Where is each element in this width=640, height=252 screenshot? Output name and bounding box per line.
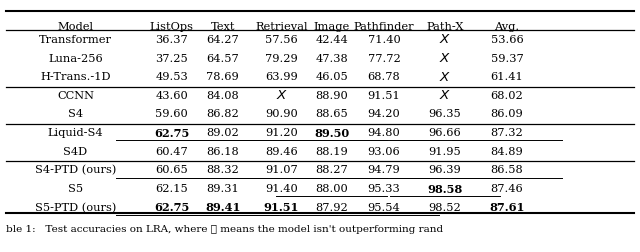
Text: 61.41: 61.41 — [490, 72, 524, 82]
Text: Transformer: Transformer — [39, 35, 112, 45]
Text: 88.19: 88.19 — [315, 147, 348, 157]
Text: 71.40: 71.40 — [367, 35, 401, 45]
Text: 60.65: 60.65 — [155, 165, 188, 175]
Text: 62.75: 62.75 — [154, 128, 189, 139]
Text: 88.00: 88.00 — [315, 184, 348, 194]
Text: 87.61: 87.61 — [489, 202, 525, 213]
Text: 89.46: 89.46 — [265, 147, 298, 157]
Text: $\boldsymbol{\mathit{X}}$: $\boldsymbol{\mathit{X}}$ — [439, 33, 451, 46]
Text: 53.66: 53.66 — [490, 35, 524, 45]
Text: 49.53: 49.53 — [155, 72, 188, 82]
Text: ListOps: ListOps — [150, 22, 193, 33]
Text: $\boldsymbol{\mathit{X}}$: $\boldsymbol{\mathit{X}}$ — [439, 71, 451, 84]
Text: 89.31: 89.31 — [206, 184, 239, 194]
Text: S4-PTD (ours): S4-PTD (ours) — [35, 165, 116, 176]
Text: 36.37: 36.37 — [155, 35, 188, 45]
Text: CCNN: CCNN — [57, 91, 94, 101]
Text: S4D: S4D — [63, 147, 88, 157]
Text: 96.66: 96.66 — [428, 128, 461, 138]
Text: 84.08: 84.08 — [206, 91, 239, 101]
Text: Model: Model — [58, 22, 93, 33]
Text: Luna-256: Luna-256 — [48, 53, 103, 64]
Text: 77.72: 77.72 — [367, 53, 401, 64]
Text: $\boldsymbol{\mathit{X}}$: $\boldsymbol{\mathit{X}}$ — [439, 89, 451, 102]
Text: 86.09: 86.09 — [490, 109, 524, 119]
Text: 96.35: 96.35 — [428, 109, 461, 119]
Text: Text: Text — [211, 22, 235, 33]
Text: 64.27: 64.27 — [206, 35, 239, 45]
Text: 96.39: 96.39 — [428, 165, 461, 175]
Text: 88.90: 88.90 — [315, 91, 348, 101]
Text: 87.46: 87.46 — [490, 184, 524, 194]
Text: 57.56: 57.56 — [265, 35, 298, 45]
Text: Image: Image — [314, 22, 349, 33]
Text: 91.40: 91.40 — [265, 184, 298, 194]
Text: 59.37: 59.37 — [490, 53, 524, 64]
Text: 91.51: 91.51 — [367, 91, 401, 101]
Text: 89.02: 89.02 — [206, 128, 239, 138]
Text: S4: S4 — [68, 109, 83, 119]
Text: 95.33: 95.33 — [367, 184, 401, 194]
Text: 37.25: 37.25 — [155, 53, 188, 64]
Text: ble 1:   Test accuracies on LRA, where ✗ means the model isn't outperforming ran: ble 1: Test accuracies on LRA, where ✗ m… — [6, 225, 444, 234]
Text: 95.54: 95.54 — [367, 203, 401, 213]
Text: 89.41: 89.41 — [205, 202, 241, 213]
Text: 86.82: 86.82 — [206, 109, 239, 119]
Text: 88.65: 88.65 — [315, 109, 348, 119]
Text: 78.69: 78.69 — [206, 72, 239, 82]
Text: Retrieval: Retrieval — [255, 22, 308, 33]
Text: 91.51: 91.51 — [264, 202, 300, 213]
Text: 94.20: 94.20 — [367, 109, 401, 119]
Text: 68.02: 68.02 — [490, 91, 524, 101]
Text: 94.80: 94.80 — [367, 128, 401, 138]
Text: 42.44: 42.44 — [315, 35, 348, 45]
Text: Avg.: Avg. — [494, 22, 520, 33]
Text: 88.32: 88.32 — [206, 165, 239, 175]
Text: Pathfinder: Pathfinder — [354, 22, 414, 33]
Text: 46.05: 46.05 — [315, 72, 348, 82]
Text: 91.20: 91.20 — [265, 128, 298, 138]
Text: 59.60: 59.60 — [155, 109, 188, 119]
Text: H-Trans.-1D: H-Trans.-1D — [40, 72, 111, 82]
Text: $\boldsymbol{\mathit{X}}$: $\boldsymbol{\mathit{X}}$ — [439, 52, 451, 65]
Text: 90.90: 90.90 — [265, 109, 298, 119]
Text: 88.27: 88.27 — [315, 165, 348, 175]
Text: 60.47: 60.47 — [155, 147, 188, 157]
Text: 93.06: 93.06 — [367, 147, 401, 157]
Text: 89.50: 89.50 — [314, 128, 349, 139]
Text: 91.95: 91.95 — [428, 147, 461, 157]
Text: Path-X: Path-X — [426, 22, 463, 33]
Text: 86.58: 86.58 — [490, 165, 524, 175]
Text: 62.75: 62.75 — [154, 202, 189, 213]
Text: 98.58: 98.58 — [427, 183, 463, 195]
Text: 91.07: 91.07 — [265, 165, 298, 175]
Text: 64.57: 64.57 — [206, 53, 239, 64]
Text: 68.78: 68.78 — [367, 72, 401, 82]
Text: 62.15: 62.15 — [155, 184, 188, 194]
Text: 47.38: 47.38 — [315, 53, 348, 64]
Text: 84.89: 84.89 — [490, 147, 524, 157]
Text: S5: S5 — [68, 184, 83, 194]
Text: 98.52: 98.52 — [428, 203, 461, 213]
Text: Liquid-S4: Liquid-S4 — [48, 128, 103, 138]
Text: 63.99: 63.99 — [265, 72, 298, 82]
Text: $\boldsymbol{\mathit{X}}$: $\boldsymbol{\mathit{X}}$ — [276, 89, 287, 102]
Text: 94.79: 94.79 — [367, 165, 401, 175]
Text: S5-PTD (ours): S5-PTD (ours) — [35, 203, 116, 213]
Text: 43.60: 43.60 — [155, 91, 188, 101]
Text: 79.29: 79.29 — [265, 53, 298, 64]
Text: 87.92: 87.92 — [315, 203, 348, 213]
Text: 86.18: 86.18 — [206, 147, 239, 157]
Text: 87.32: 87.32 — [490, 128, 524, 138]
